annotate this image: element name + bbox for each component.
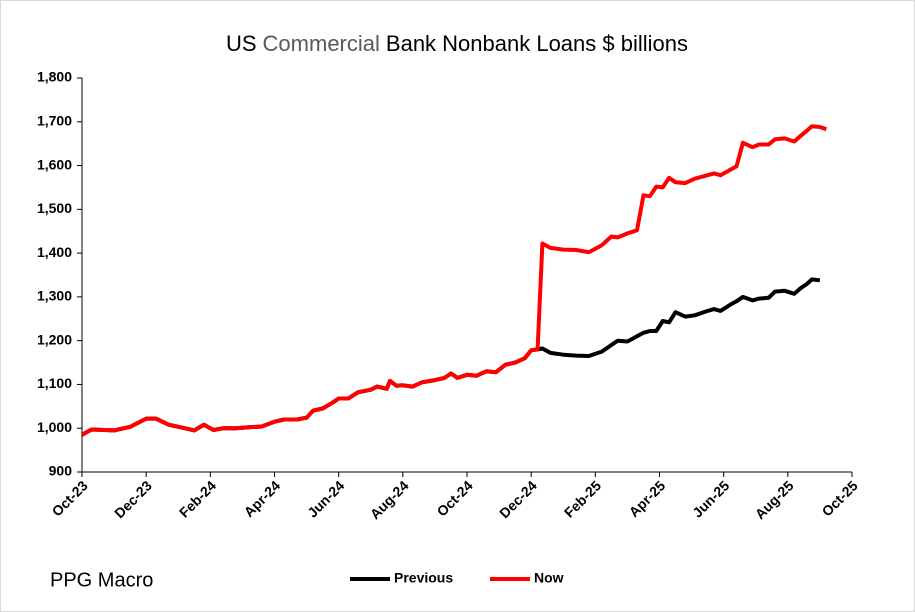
title-part: US (226, 31, 257, 56)
legend-item: Previous (350, 570, 453, 586)
y-tick-label: 1,600 (37, 156, 72, 172)
legend-label: Previous (394, 570, 453, 586)
y-tick-label: 1,100 (37, 375, 72, 391)
y-tick-label: 1,700 (37, 112, 72, 128)
y-tick-label: 1,000 (37, 419, 72, 435)
chart-title: US Commercial Bank Nonbank Loans $ billion… (226, 31, 688, 56)
legend-item: Now (490, 570, 564, 586)
y-tick-label: 1,500 (37, 200, 72, 216)
legend-label: Now (534, 570, 564, 586)
y-tick-label: 1,300 (37, 288, 72, 304)
series-line (81, 124, 827, 437)
y-tick-label: 1,200 (37, 331, 72, 347)
y-tick-label: 1,400 (37, 244, 72, 260)
y-tick-label: 1,800 (37, 69, 72, 85)
title-part: Commercial (263, 31, 380, 56)
title-part: Bank Nonbank Loans $ billions (386, 31, 688, 56)
y-tick-label: 900 (49, 463, 73, 479)
source: PPG Macro (50, 569, 153, 591)
